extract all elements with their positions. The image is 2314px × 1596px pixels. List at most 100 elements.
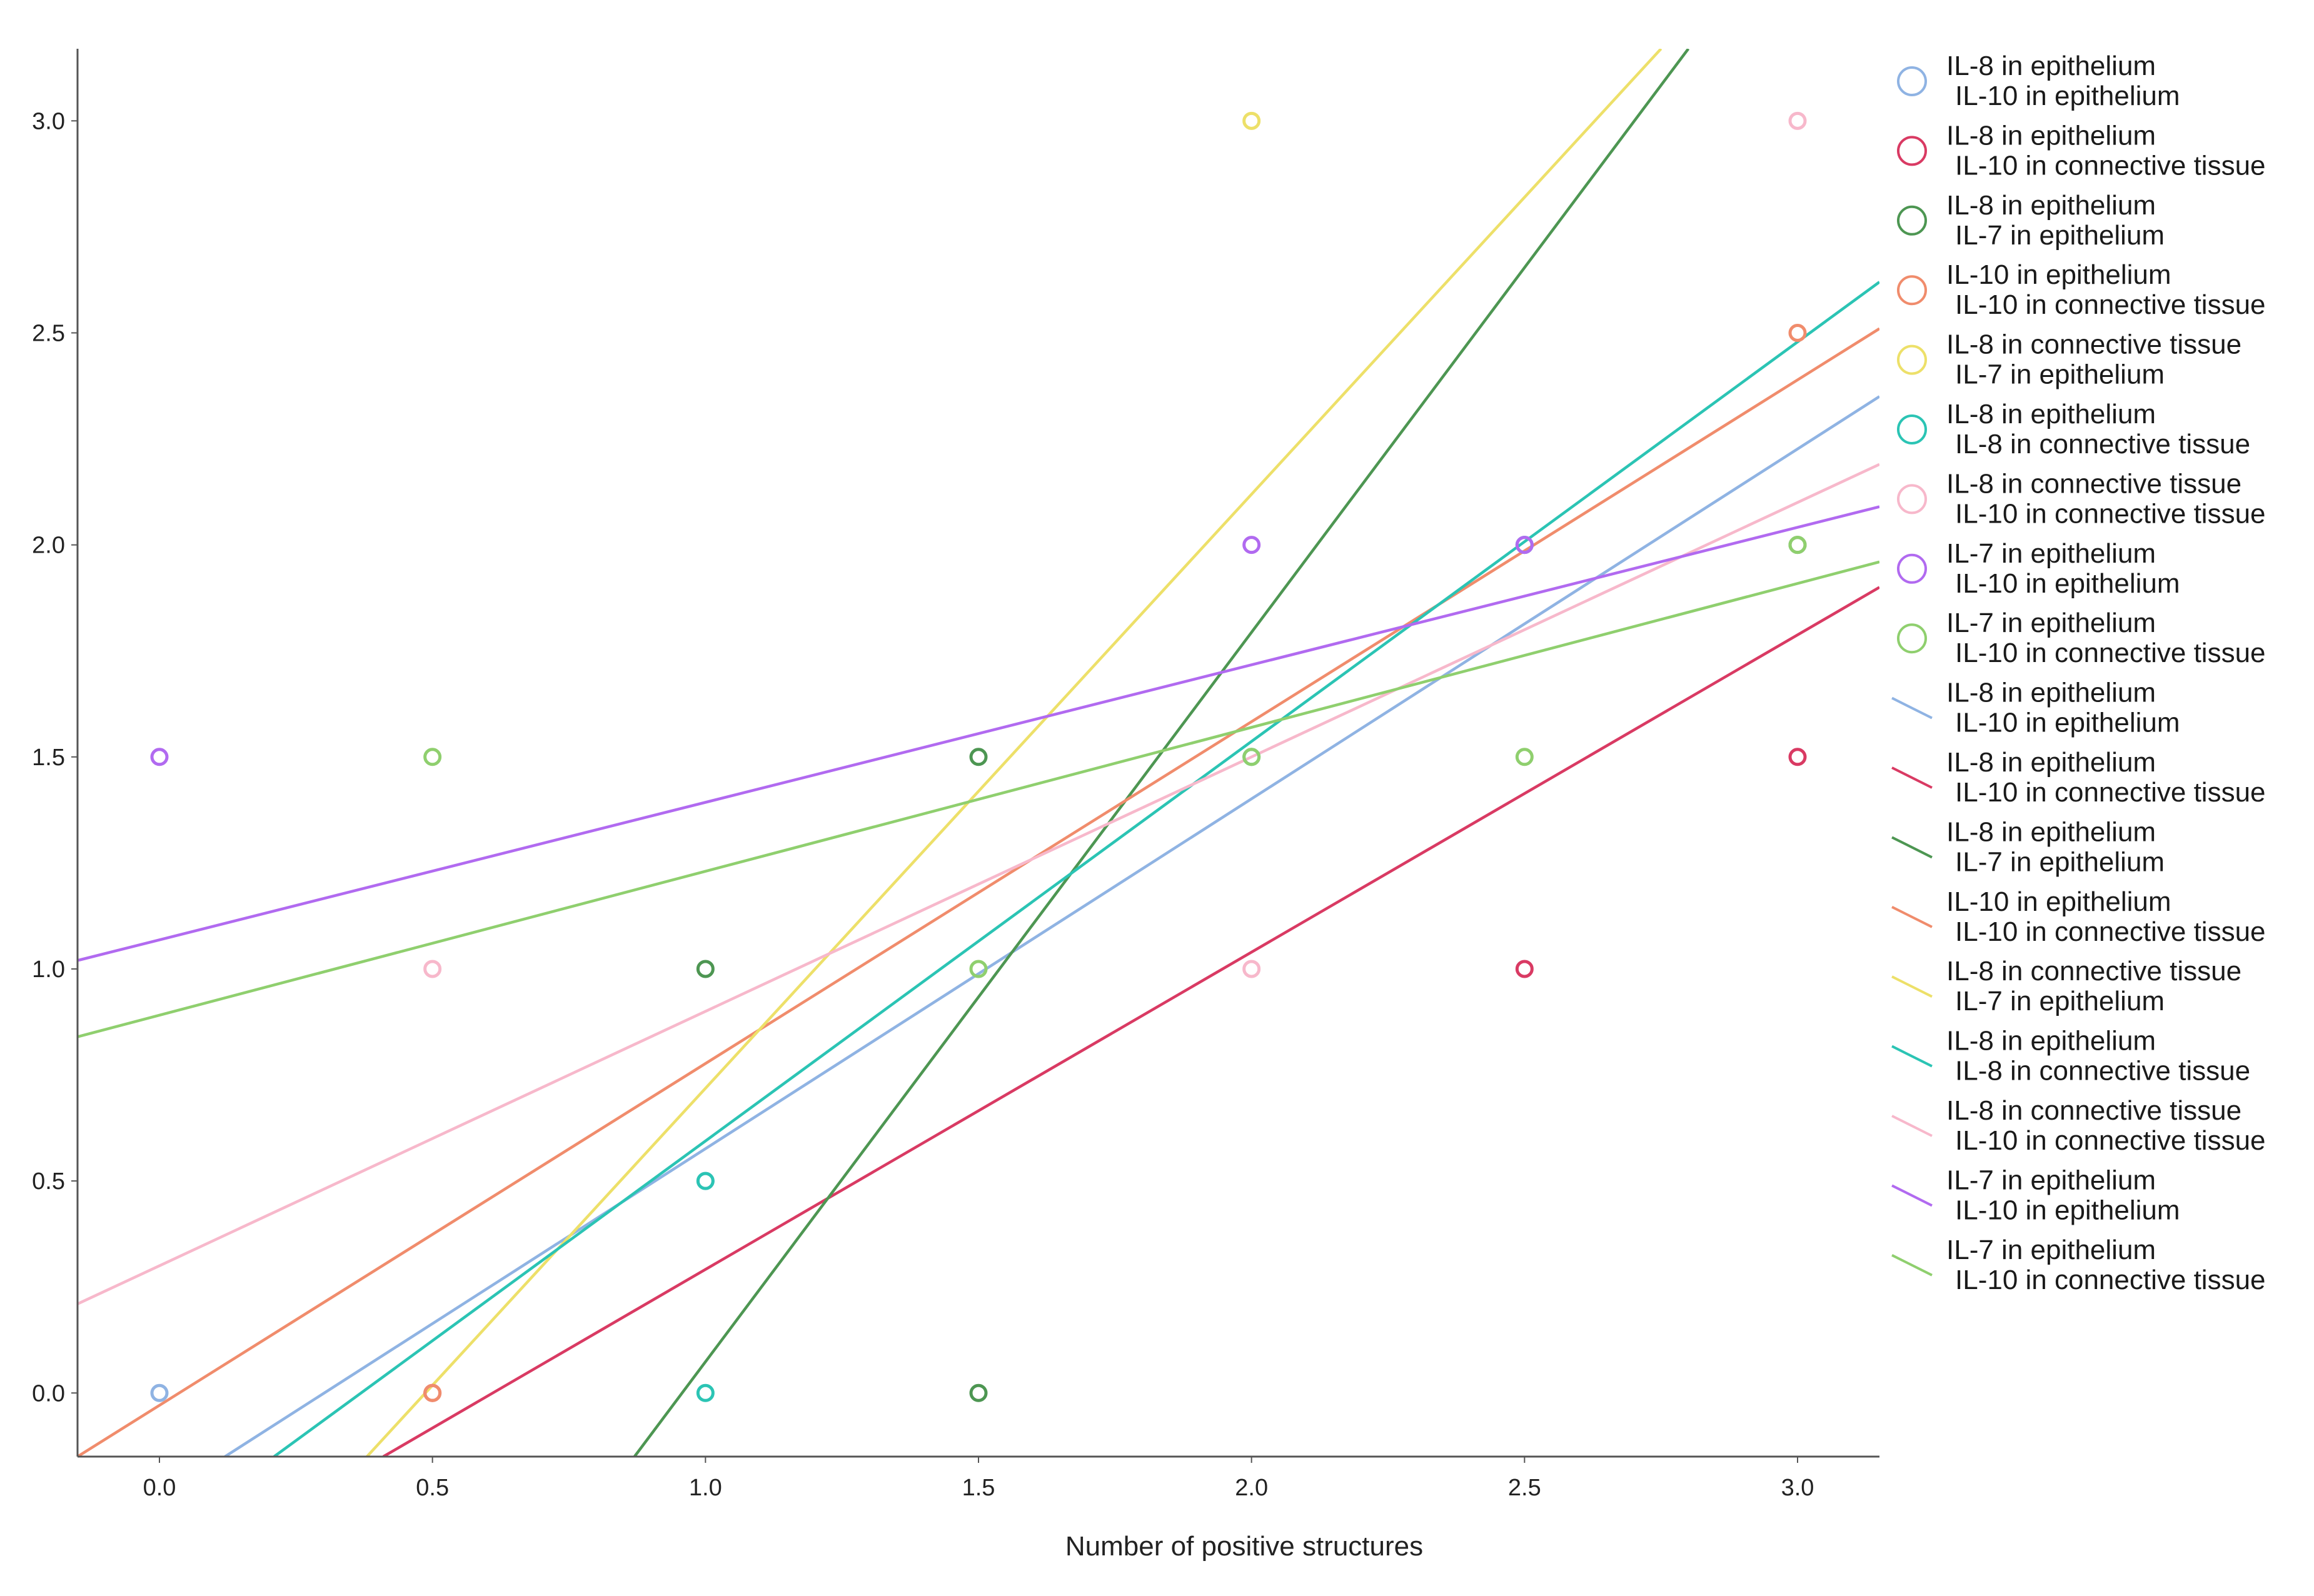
data-point-series-2 (1515, 960, 1534, 978)
legend-label-line1: IL-8 in epithelium (1946, 399, 2156, 429)
legend-label-line1: IL-7 in epithelium (1946, 538, 2156, 569)
legend-label-line2: IL-7 in epithelium (1955, 846, 2165, 877)
data-point-series-8 (1242, 536, 1261, 555)
legend-line-series-5 (1891, 975, 1933, 998)
x-tick-label: 2.5 (1508, 1475, 1541, 1501)
data-point-series-3 (696, 960, 715, 978)
tick-labels-layer: 0.0 0.5 1.0 1.5 2.0 2.5 3.0 0.0 0.5 1.0 1.5 2.0 2.5 3… (32, 108, 1814, 1501)
legend-label-line2: IL-8 in connective tissue (1955, 429, 2250, 459)
legend-label-line1: IL-7 in epithelium (1946, 1165, 2156, 1195)
legend-label-line2: IL-7 in epithelium (1955, 986, 2165, 1016)
data-point-series-3 (969, 1383, 988, 1402)
axes-layer (76, 49, 1879, 1458)
data-point-series-7 (1242, 960, 1261, 978)
data-point-series-6 (696, 1383, 715, 1402)
legend-marker-series-9 (1897, 623, 1927, 654)
legend-label-line2: IL-7 in epithelium (1955, 220, 2165, 251)
data-point-series-7 (1788, 111, 1807, 130)
x-tick-label: 2.0 (1235, 1475, 1268, 1501)
legend-label-line2: IL-10 in connective tissue (1955, 1125, 2266, 1156)
legend-line-series-4 (1891, 906, 1933, 928)
legend-label-line1: IL-10 in epithelium (1946, 259, 2171, 290)
y-tick-label: 1.5 (32, 745, 65, 771)
data-points-layer (150, 111, 1807, 1402)
legend-label-line2: IL-10 in epithelium (1955, 81, 2180, 111)
legend-line-series-7 (1891, 1115, 1933, 1137)
legend-label-line1: IL-7 in epithelium (1946, 1235, 2156, 1265)
legend-label-line1: IL-8 in epithelium (1946, 51, 2156, 81)
data-point-series-5 (1242, 111, 1261, 130)
fit-line-series-4 (78, 327, 1879, 1457)
x-tick-label: 1.0 (689, 1475, 722, 1501)
data-point-series-3 (969, 748, 988, 766)
legend-label-line2: IL-10 in epithelium (1955, 568, 2180, 599)
legend-label-line2: IL-10 in connective tissue (1955, 150, 2266, 181)
data-point-series-8 (1515, 536, 1534, 555)
legend-marker-series-2 (1897, 136, 1927, 166)
data-point-series-6 (696, 1172, 715, 1190)
legend-marker-series-1 (1897, 66, 1927, 96)
legend-label-line1: IL-8 in epithelium (1946, 678, 2156, 708)
legend-marker-series-3 (1897, 205, 1927, 236)
y-tick-label: 1.0 (32, 956, 65, 983)
legend-label-line2: IL-10 in connective tissue (1955, 1265, 2266, 1295)
data-point-series-7 (423, 960, 442, 978)
legend-marker-series-5 (1897, 344, 1927, 375)
fit-line-series-7 (78, 463, 1879, 1305)
legend-label-line1: IL-8 in connective tissue (1946, 956, 2241, 986)
legend-label-line2: IL-10 in epithelium (1955, 1195, 2180, 1225)
y-tick-label: 3.0 (32, 108, 65, 134)
legend-label-line1: IL-8 in epithelium (1946, 816, 2156, 847)
legend-label-line2: IL-7 in epithelium (1955, 359, 2165, 390)
legend-line-series-1 (1891, 696, 1933, 720)
data-point-series-9 (1515, 748, 1534, 766)
legend-marker-series-7 (1897, 484, 1927, 514)
legend-label-line1: IL-10 in epithelium (1946, 886, 2171, 917)
legend-line-series-3 (1891, 836, 1933, 859)
x-axis-title: Number of positive structures (1065, 1531, 1423, 1562)
y-tick-label: 0.5 (32, 1168, 65, 1195)
x-tick-label: 3.0 (1781, 1475, 1814, 1501)
x-tick-label: 1.5 (962, 1475, 995, 1501)
legend-label-line1: IL-8 in epithelium (1946, 120, 2156, 151)
x-tick-label: 0.5 (416, 1475, 449, 1501)
fit-line-series-2 (382, 586, 1879, 1457)
legend-label-line2: IL-10 in connective tissue (1955, 638, 2266, 668)
legend-line-series-2 (1891, 766, 1933, 789)
legend-label-line1: IL-8 in connective tissue (1946, 1095, 2241, 1126)
legend-label-line1: IL-8 in epithelium (1946, 190, 2156, 221)
legend-label-line1: IL-7 in epithelium (1946, 608, 2156, 638)
legend-line-series-8 (1891, 1184, 1933, 1207)
legend-label-line2: IL-10 in connective tissue (1955, 777, 2266, 808)
data-point-series-9 (969, 960, 988, 978)
fit-line-series-3 (633, 49, 1690, 1457)
fit-line-series-1 (224, 395, 1879, 1457)
legend-label-line2: IL-10 in connective tissue (1955, 289, 2266, 320)
legend-line-series-9 (1891, 1254, 1933, 1277)
legend-marker-series-6 (1897, 414, 1927, 444)
legend-marker-series-4 (1897, 275, 1927, 306)
fit-line-series-9 (78, 560, 1879, 1038)
fit-line-series-5 (366, 49, 1663, 1457)
data-point-series-2 (1788, 748, 1807, 766)
legend-marker-series-8 (1897, 553, 1927, 584)
fit-lines-layer (78, 49, 1879, 1457)
legend-label-line1: IL-8 in connective tissue (1946, 329, 2241, 360)
fit-line-series-8 (78, 505, 1879, 962)
x-tick-label: 0.0 (143, 1475, 176, 1501)
